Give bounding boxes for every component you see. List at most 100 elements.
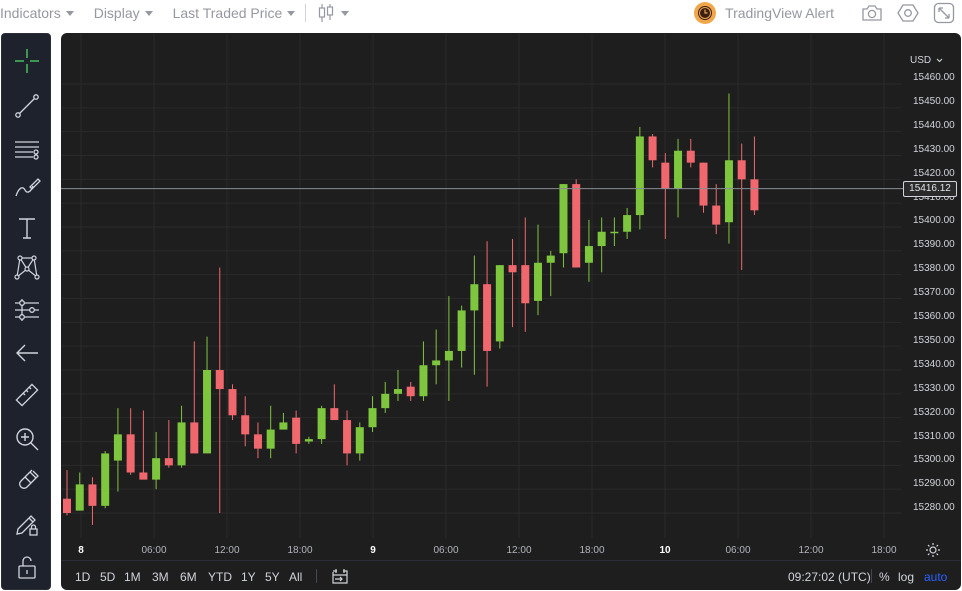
candle: [623, 207, 632, 239]
crosshair-icon: [13, 47, 41, 75]
range-button-1y[interactable]: 1Y: [241, 570, 256, 584]
range-button-all[interactable]: All: [289, 570, 303, 584]
candle: [470, 255, 479, 375]
candle: [164, 420, 173, 468]
price-tick-label: 15390.00: [913, 239, 955, 251]
candle: [253, 422, 262, 459]
candle: [381, 381, 390, 413]
crosshair-tool[interactable]: [7, 43, 47, 79]
time-tick-label: 10: [659, 545, 671, 556]
range-button-5d[interactable]: 5D: [100, 570, 116, 584]
utc-clock: 09:27:02 (UTC): [788, 570, 871, 584]
chart-type-button[interactable]: [316, 3, 350, 23]
pattern-tool[interactable]: [7, 249, 47, 285]
candle: [113, 408, 122, 492]
magnet-tool[interactable]: [7, 463, 47, 499]
candle-body: [406, 386, 415, 397]
zoom-in-tool[interactable]: [7, 421, 47, 457]
candle-body: [521, 265, 530, 304]
candle-body: [304, 439, 313, 442]
candles-icon: [316, 3, 336, 23]
chart-settings-button[interactable]: [925, 542, 941, 558]
lock-drawings-tool[interactable]: [7, 506, 47, 542]
tradingview-alert-button[interactable]: TradingView Alert: [694, 2, 834, 24]
horizontal-lines-tool[interactable]: [7, 131, 47, 167]
range-button-3m[interactable]: 3M: [152, 570, 169, 584]
alert-label: TradingView Alert: [725, 5, 834, 21]
currency-selector[interactable]: USD: [910, 55, 943, 66]
candle-body: [724, 160, 733, 223]
percent-scale-button[interactable]: %: [879, 570, 890, 584]
log-scale-button[interactable]: log: [898, 570, 915, 584]
current-price-label: 15416.12: [903, 180, 957, 197]
range-button-ytd[interactable]: YTD: [208, 570, 232, 584]
candle: [737, 143, 746, 270]
candle-body: [432, 360, 441, 366]
price-tick-label: 15280.00: [913, 502, 955, 514]
price-type-button[interactable]: Last Traded Price: [173, 5, 296, 21]
candle: [444, 296, 453, 401]
candle-body: [584, 246, 593, 263]
back-arrow-icon: [13, 339, 41, 367]
back-tool[interactable]: [7, 335, 47, 371]
candle-body: [674, 150, 683, 189]
fullscreen-icon: [933, 2, 955, 24]
time-tick-label: 12:00: [506, 545, 532, 556]
candle: [343, 410, 352, 466]
display-button[interactable]: Display: [94, 5, 153, 21]
candle-body: [419, 365, 428, 397]
price-tick-label: 15440.00: [913, 119, 955, 131]
candle-body: [88, 484, 97, 506]
auto-scale-button[interactable]: auto: [924, 570, 948, 584]
candle: [393, 370, 402, 401]
time-tick-label: 18:00: [287, 545, 313, 556]
hexagon-icon: [897, 2, 919, 24]
range-button-1d[interactable]: 1D: [75, 570, 91, 584]
price-type-label: Last Traded Price: [172, 5, 283, 21]
candle-body: [737, 160, 746, 180]
price-tick-label: 15320.00: [913, 406, 955, 418]
brush-icon: [13, 174, 41, 202]
brush-tool[interactable]: [7, 170, 47, 206]
measure-tool[interactable]: [7, 377, 47, 413]
candle-body: [75, 484, 84, 511]
go-to-date-button[interactable]: [331, 567, 349, 585]
text-tool[interactable]: [7, 210, 47, 246]
candle-body: [253, 434, 262, 449]
candle-body: [470, 284, 479, 311]
prediction-tool[interactable]: [7, 292, 47, 328]
candlestick-chart[interactable]: [61, 33, 961, 560]
candle: [432, 329, 441, 385]
candle-body: [648, 136, 657, 161]
trend-line-tool[interactable]: [7, 88, 47, 124]
time-tick-label: 18:00: [579, 545, 605, 556]
range-button-1m[interactable]: 1M: [124, 570, 141, 584]
candle: [572, 179, 581, 268]
candle: [534, 224, 543, 316]
candle-body: [623, 215, 632, 232]
candle: [355, 422, 364, 461]
candle-body: [686, 150, 695, 163]
fullscreen-button[interactable]: [932, 1, 956, 25]
settings-button[interactable]: [896, 1, 920, 25]
candle: [674, 138, 683, 218]
candle: [330, 384, 339, 421]
candle: [508, 238, 517, 328]
candle: [368, 396, 377, 432]
candle-body: [534, 262, 543, 301]
time-tick-label: 06:00: [141, 545, 167, 556]
bottom-divider: [871, 569, 872, 583]
candle-body: [546, 255, 555, 263]
range-button-5y[interactable]: 5Y: [265, 570, 280, 584]
candle-body: [152, 458, 161, 480]
candle-body: [495, 265, 504, 342]
candle: [724, 93, 733, 244]
screenshot-button[interactable]: [860, 1, 884, 25]
candle: [584, 219, 593, 282]
candle-body: [228, 389, 237, 416]
unlock-tool[interactable]: [7, 549, 47, 585]
price-tick-label: 15350.00: [913, 334, 955, 346]
range-button-6m[interactable]: 6M: [180, 570, 197, 584]
indicators-button[interactable]: Indicators: [0, 5, 74, 21]
